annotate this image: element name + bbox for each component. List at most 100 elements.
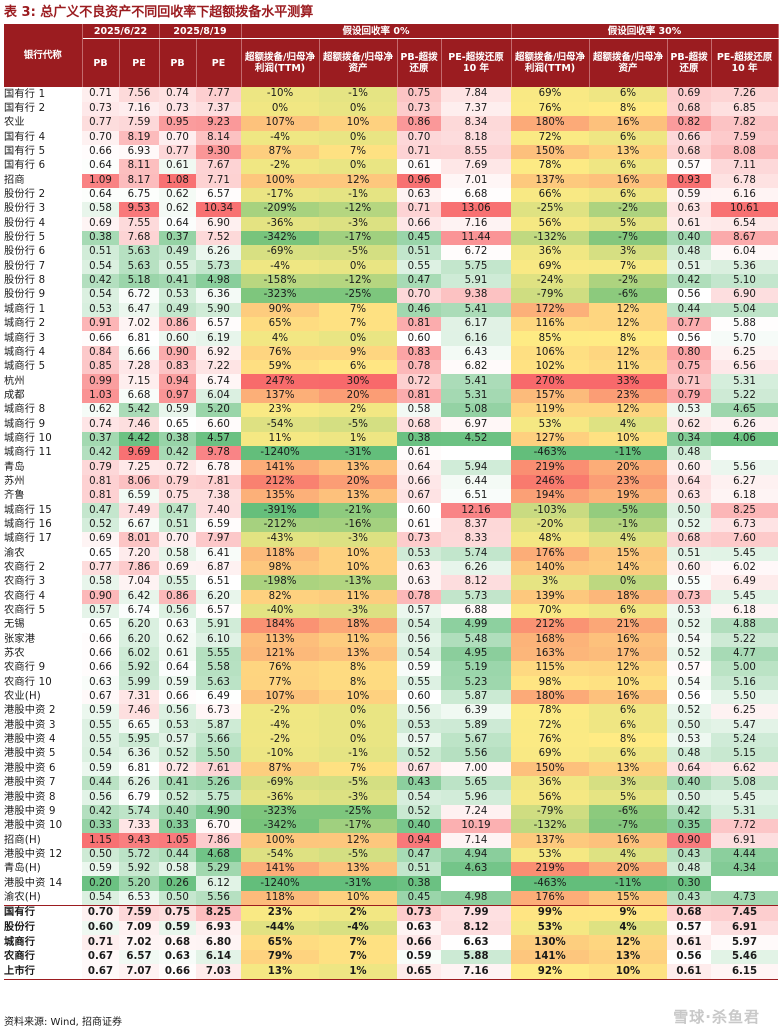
value-cell: 102% [511, 360, 589, 375]
value-cell: 5% [589, 216, 667, 231]
value-cell: 6.70 [196, 819, 241, 834]
table-row: 港股中资 12 0.50 5.72 0.44 4.68 -54% -5% 0.47 4.94 53… [4, 847, 779, 863]
value-cell: 4.90 [196, 804, 241, 820]
value-cell: 12% [589, 302, 667, 317]
table-row: 苏州 0.81 8.06 0.79 7.81 212% 20% 0.66 6.44 246% 23%… [4, 474, 779, 490]
value-cell: 5.73 [441, 589, 511, 604]
bank-name-cell: 城商行 2 [4, 318, 46, 330]
bank-name-cell: 农商行 10 [4, 676, 52, 688]
table-row: 股份行 6 0.51 5.63 0.49 6.26 -69% -5% 0.51 6.72 36% 3… [4, 245, 779, 260]
value-cell: 0.60 [397, 331, 441, 346]
bank-name-cell: 国有行 [4, 905, 82, 921]
value-cell: 0.73 [397, 532, 441, 547]
group-date1: 2025/6/22 [82, 24, 160, 39]
value-cell: 0.66 [82, 331, 119, 346]
value-cell: 1.15 [82, 833, 119, 848]
value-cell: 53% [511, 920, 589, 936]
value-cell: 6.14 [196, 949, 241, 965]
value-cell: 0.52 [397, 804, 441, 820]
value-cell: 0.66 [397, 474, 441, 490]
value-cell: 121% [241, 646, 319, 662]
value-cell: 106% [511, 345, 589, 361]
value-cell: 0.90 [667, 833, 711, 848]
bank-name-cell: 城商行 17 [4, 533, 52, 545]
value-cell: 20% [319, 474, 397, 490]
value-cell: 0.74 [159, 87, 196, 102]
value-cell: 107% [241, 116, 319, 131]
value-cell: 0.52 [667, 646, 711, 662]
value-cell: 10% [319, 560, 397, 576]
value-cell: 0.84 [82, 345, 119, 361]
value-cell: 9.69 [119, 446, 159, 461]
value-cell: 6.42 [119, 589, 159, 604]
value-cell: -79% [511, 804, 589, 820]
bank-name-cell: 国有行 6 [4, 160, 46, 172]
value-cell: 0.59 [159, 675, 196, 690]
value-cell: 6.56 [711, 360, 779, 375]
value-cell: 7.01 [441, 173, 511, 188]
value-cell: 0.54 [667, 632, 711, 647]
value-cell: 150% [511, 144, 589, 160]
value-cell: 0.65 [159, 417, 196, 432]
table-row: 农商行 9 0.66 5.92 0.64 5.58 76% 8% 0.59 5.19 115% 12… [4, 661, 779, 676]
value-cell: 6.27 [711, 474, 779, 490]
value-cell: 0.43 [667, 847, 711, 863]
value-cell: 0.38 [397, 876, 441, 891]
value-cell: 79% [241, 949, 319, 965]
value-cell: 4% [589, 847, 667, 863]
bank-name-cell: 齐鲁 [4, 490, 25, 502]
value-cell: 6.26 [441, 560, 511, 576]
table-row: 城商行 11 0.42 9.69 0.42 9.78 -1240% -31% 0.61 -463… [4, 446, 778, 461]
summary-row: 股份行 0.60 7.09 0.59 6.93 -44% -4% 0.63 8.12 53% 4% 0… [4, 920, 779, 936]
value-cell: 7.71 [196, 173, 241, 188]
value-cell: 7.86 [119, 560, 159, 576]
value-cell: 118% [241, 890, 319, 906]
value-cell: 5.99 [119, 675, 159, 690]
value-cell: -31% [319, 446, 397, 461]
value-cell: 12% [589, 317, 667, 332]
value-cell: 6.19 [196, 331, 241, 346]
value-cell: 20% [589, 862, 667, 877]
value-cell: 6.78 [196, 460, 241, 475]
value-cell: 6.88 [441, 603, 511, 619]
value-cell: 0.55 [82, 718, 119, 733]
table-row: 农业(H) 0.67 7.31 0.66 6.49 107% 10% 0.60 5.87 180%… [4, 689, 779, 705]
value-cell: 0.47 [397, 273, 441, 289]
value-cell: 6.80 [196, 935, 241, 950]
bank-name-cell: 城商行 1 [4, 303, 46, 315]
value-cell: -2% [589, 202, 667, 217]
value-cell: 16% [589, 173, 667, 188]
table-row: 港股中资 5 0.54 6.36 0.52 5.50 -10% -1% 0.52 5.56 69%… [4, 747, 779, 762]
value-cell: 76% [241, 661, 319, 676]
value-cell: -1240% [241, 446, 319, 461]
value-cell: 19% [589, 489, 667, 504]
value-cell: 5.87 [441, 689, 511, 705]
value-cell: 0.81 [82, 489, 119, 504]
value-cell: -5% [589, 503, 667, 518]
value-cell: 0.63 [667, 489, 711, 504]
value-cell: 0.57 [397, 732, 441, 748]
value-cell: 4% [589, 920, 667, 936]
value-cell: 7.59 [119, 116, 159, 131]
value-cell: 6.54 [711, 216, 779, 231]
bank-name-cell: 城商行 16 [4, 518, 52, 530]
value-cell: 0.57 [159, 732, 196, 748]
bank-name-cell: 农商行 [4, 951, 36, 963]
value-cell: -13% [319, 575, 397, 590]
value-cell: 6.18 [711, 489, 779, 504]
value-cell: 0.70 [159, 532, 196, 547]
value-cell: 12% [589, 345, 667, 361]
value-cell: 0.66 [82, 661, 119, 676]
value-cell: 0.77 [82, 116, 119, 131]
value-cell: 0.50 [82, 847, 119, 863]
value-cell: 5.18 [119, 273, 159, 289]
value-cell: 76% [511, 101, 589, 117]
value-cell: 6.87 [196, 560, 241, 576]
value-cell: 5.70 [711, 331, 779, 346]
value-cell: 0.78 [397, 360, 441, 375]
value-cell: 9.43 [119, 833, 159, 848]
value-cell: 6.90 [711, 288, 779, 303]
value-cell: 0.52 [82, 517, 119, 533]
value-cell: 0.91 [82, 317, 119, 332]
bank-name-cell: 港股中资 9 [4, 805, 56, 817]
